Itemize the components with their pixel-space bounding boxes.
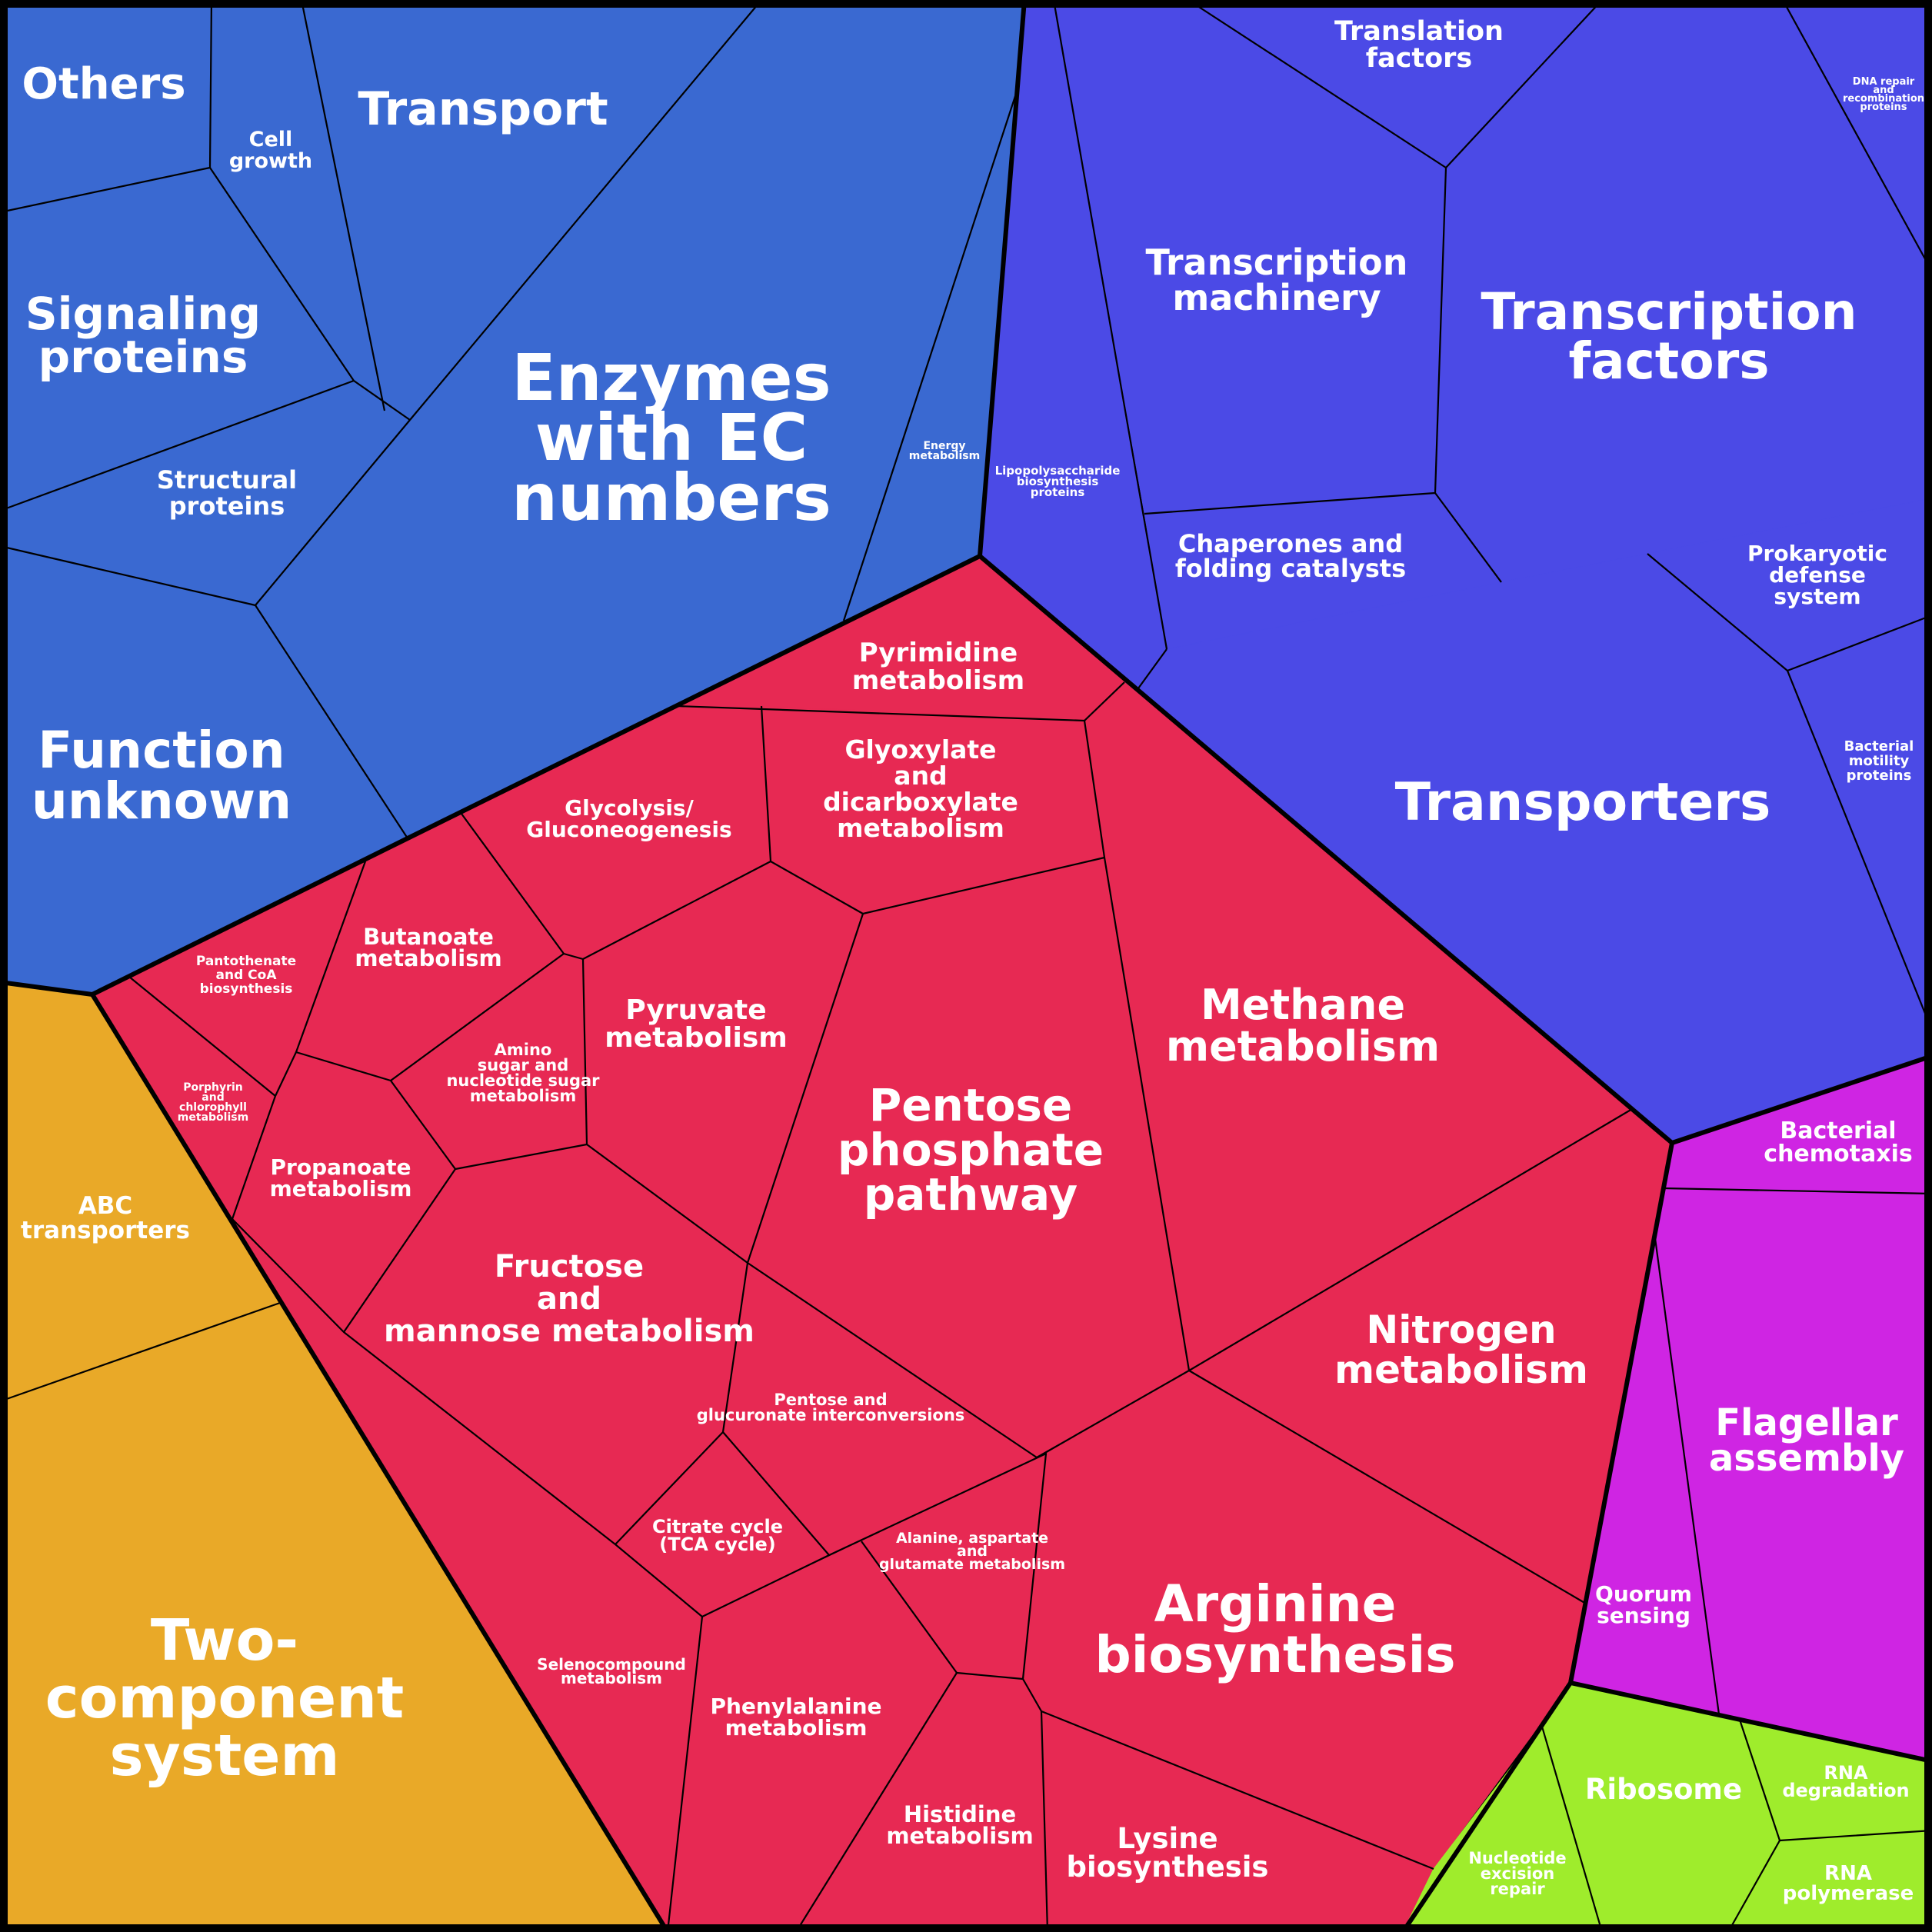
label-pentose-phosphate: Pentose phosphate pathway	[838, 1079, 1104, 1221]
label-methane: Methane metabolism	[1166, 981, 1440, 1071]
label-function-unknown: Function unknown	[32, 721, 291, 831]
label-abc-transporters: ABC transporters	[21, 1192, 190, 1244]
label-glycolysis: Glycolysis/Gluconeogenesis	[526, 795, 731, 842]
label-nucleotide-excision: Nucleotide excision repair	[1468, 1849, 1566, 1898]
label-transcription-machinery: Transcription machinery	[1146, 242, 1408, 318]
label-fructose-mannose: Fructose and mannose metabolism	[384, 1249, 754, 1349]
label-lipopolysaccharide: Lipopolysaccharide biosynthesis proteins	[995, 464, 1121, 499]
label-signaling-proteins: Signaling proteins	[25, 288, 261, 383]
label-bacterial-chemotaxis: Bacterial chemotaxis	[1764, 1118, 1912, 1168]
label-arginine: Arginine biosynthesis	[1095, 1574, 1456, 1684]
label-ribosome: Ribosome	[1585, 1773, 1742, 1806]
label-histidine: Histidine metabolism	[886, 1801, 1033, 1849]
label-pyrimidine: Pyrimidine metabolism	[852, 638, 1024, 696]
group-green	[1402, 1682, 1932, 1932]
label-alanine: Alanine, aspartate and glutamate metabolis…	[879, 1530, 1065, 1573]
label-amino-sugar: Amino sugar and nucleotide sugar metabolism	[446, 1041, 600, 1105]
label-pentose-glucuronate: Pentose and glucuronate interconversions	[697, 1391, 965, 1424]
label-prokaryotic-defense: Prokaryotic defense system	[1747, 541, 1887, 609]
label-pyruvate: Pyruvate metabolism	[605, 994, 788, 1054]
label-porphyrin: Porphyrin and chlorophyll metabolism	[178, 1081, 248, 1124]
label-others: Others	[22, 59, 185, 109]
label-transcription-factors: Transcription factors	[1481, 282, 1857, 391]
label-pantothenate: Pantothenate and CoA biosynthesis	[196, 954, 296, 997]
label-rna-degradation: RNA degradation	[1782, 1762, 1909, 1801]
label-dna-repair: DNA repair and recombination proteins	[1843, 76, 1924, 113]
label-glyoxylate: Glyoxylate and dicarboxylate metabolism	[823, 734, 1018, 843]
label-phenylalanine: Phenylalanine metabolism	[710, 1694, 881, 1740]
label-rna-polymerase: RNA polymerase	[1783, 1862, 1914, 1905]
label-nitrogen: Nitrogen metabolism	[1334, 1307, 1588, 1392]
label-flagellar-assembly: Flagellar assembly	[1709, 1401, 1904, 1480]
group-magenta	[1570, 1055, 1932, 1762]
label-selenocompound: Selenocompound metabolism	[537, 1655, 686, 1687]
label-quorum-sensing: Quorum sensing	[1595, 1581, 1692, 1628]
labels: Others Cell growth Transport Signaling protei…	[21, 16, 1924, 1905]
label-structural-proteins: Structural proteins	[157, 465, 297, 521]
label-chaperones: Chaperones and folding catalysts	[1175, 529, 1406, 583]
label-translation-factors: Translation factors	[1334, 16, 1504, 74]
label-propanoate: Propanoate metabolism	[270, 1154, 412, 1201]
label-citrate-cycle: Citrate cycle (TCA cycle)	[652, 1516, 783, 1555]
label-cell-growth: Cell growth	[229, 128, 312, 173]
label-two-component: Two-component system	[45, 1607, 405, 1789]
label-transporters: Transporters	[1395, 772, 1771, 833]
label-energy-metabolism: Energy metabolism	[909, 440, 980, 462]
group-red	[92, 555, 1673, 1932]
label-enzymes-ec: Enzymes with EC numbers	[511, 340, 831, 535]
label-transport: Transport	[358, 82, 608, 136]
label-lysine: Lysine biosynthesis	[1067, 1822, 1269, 1884]
label-butanoate: Butanoate metabolism	[355, 924, 501, 971]
label-bacterial-motility: Bacterial motility proteins	[1844, 738, 1914, 784]
